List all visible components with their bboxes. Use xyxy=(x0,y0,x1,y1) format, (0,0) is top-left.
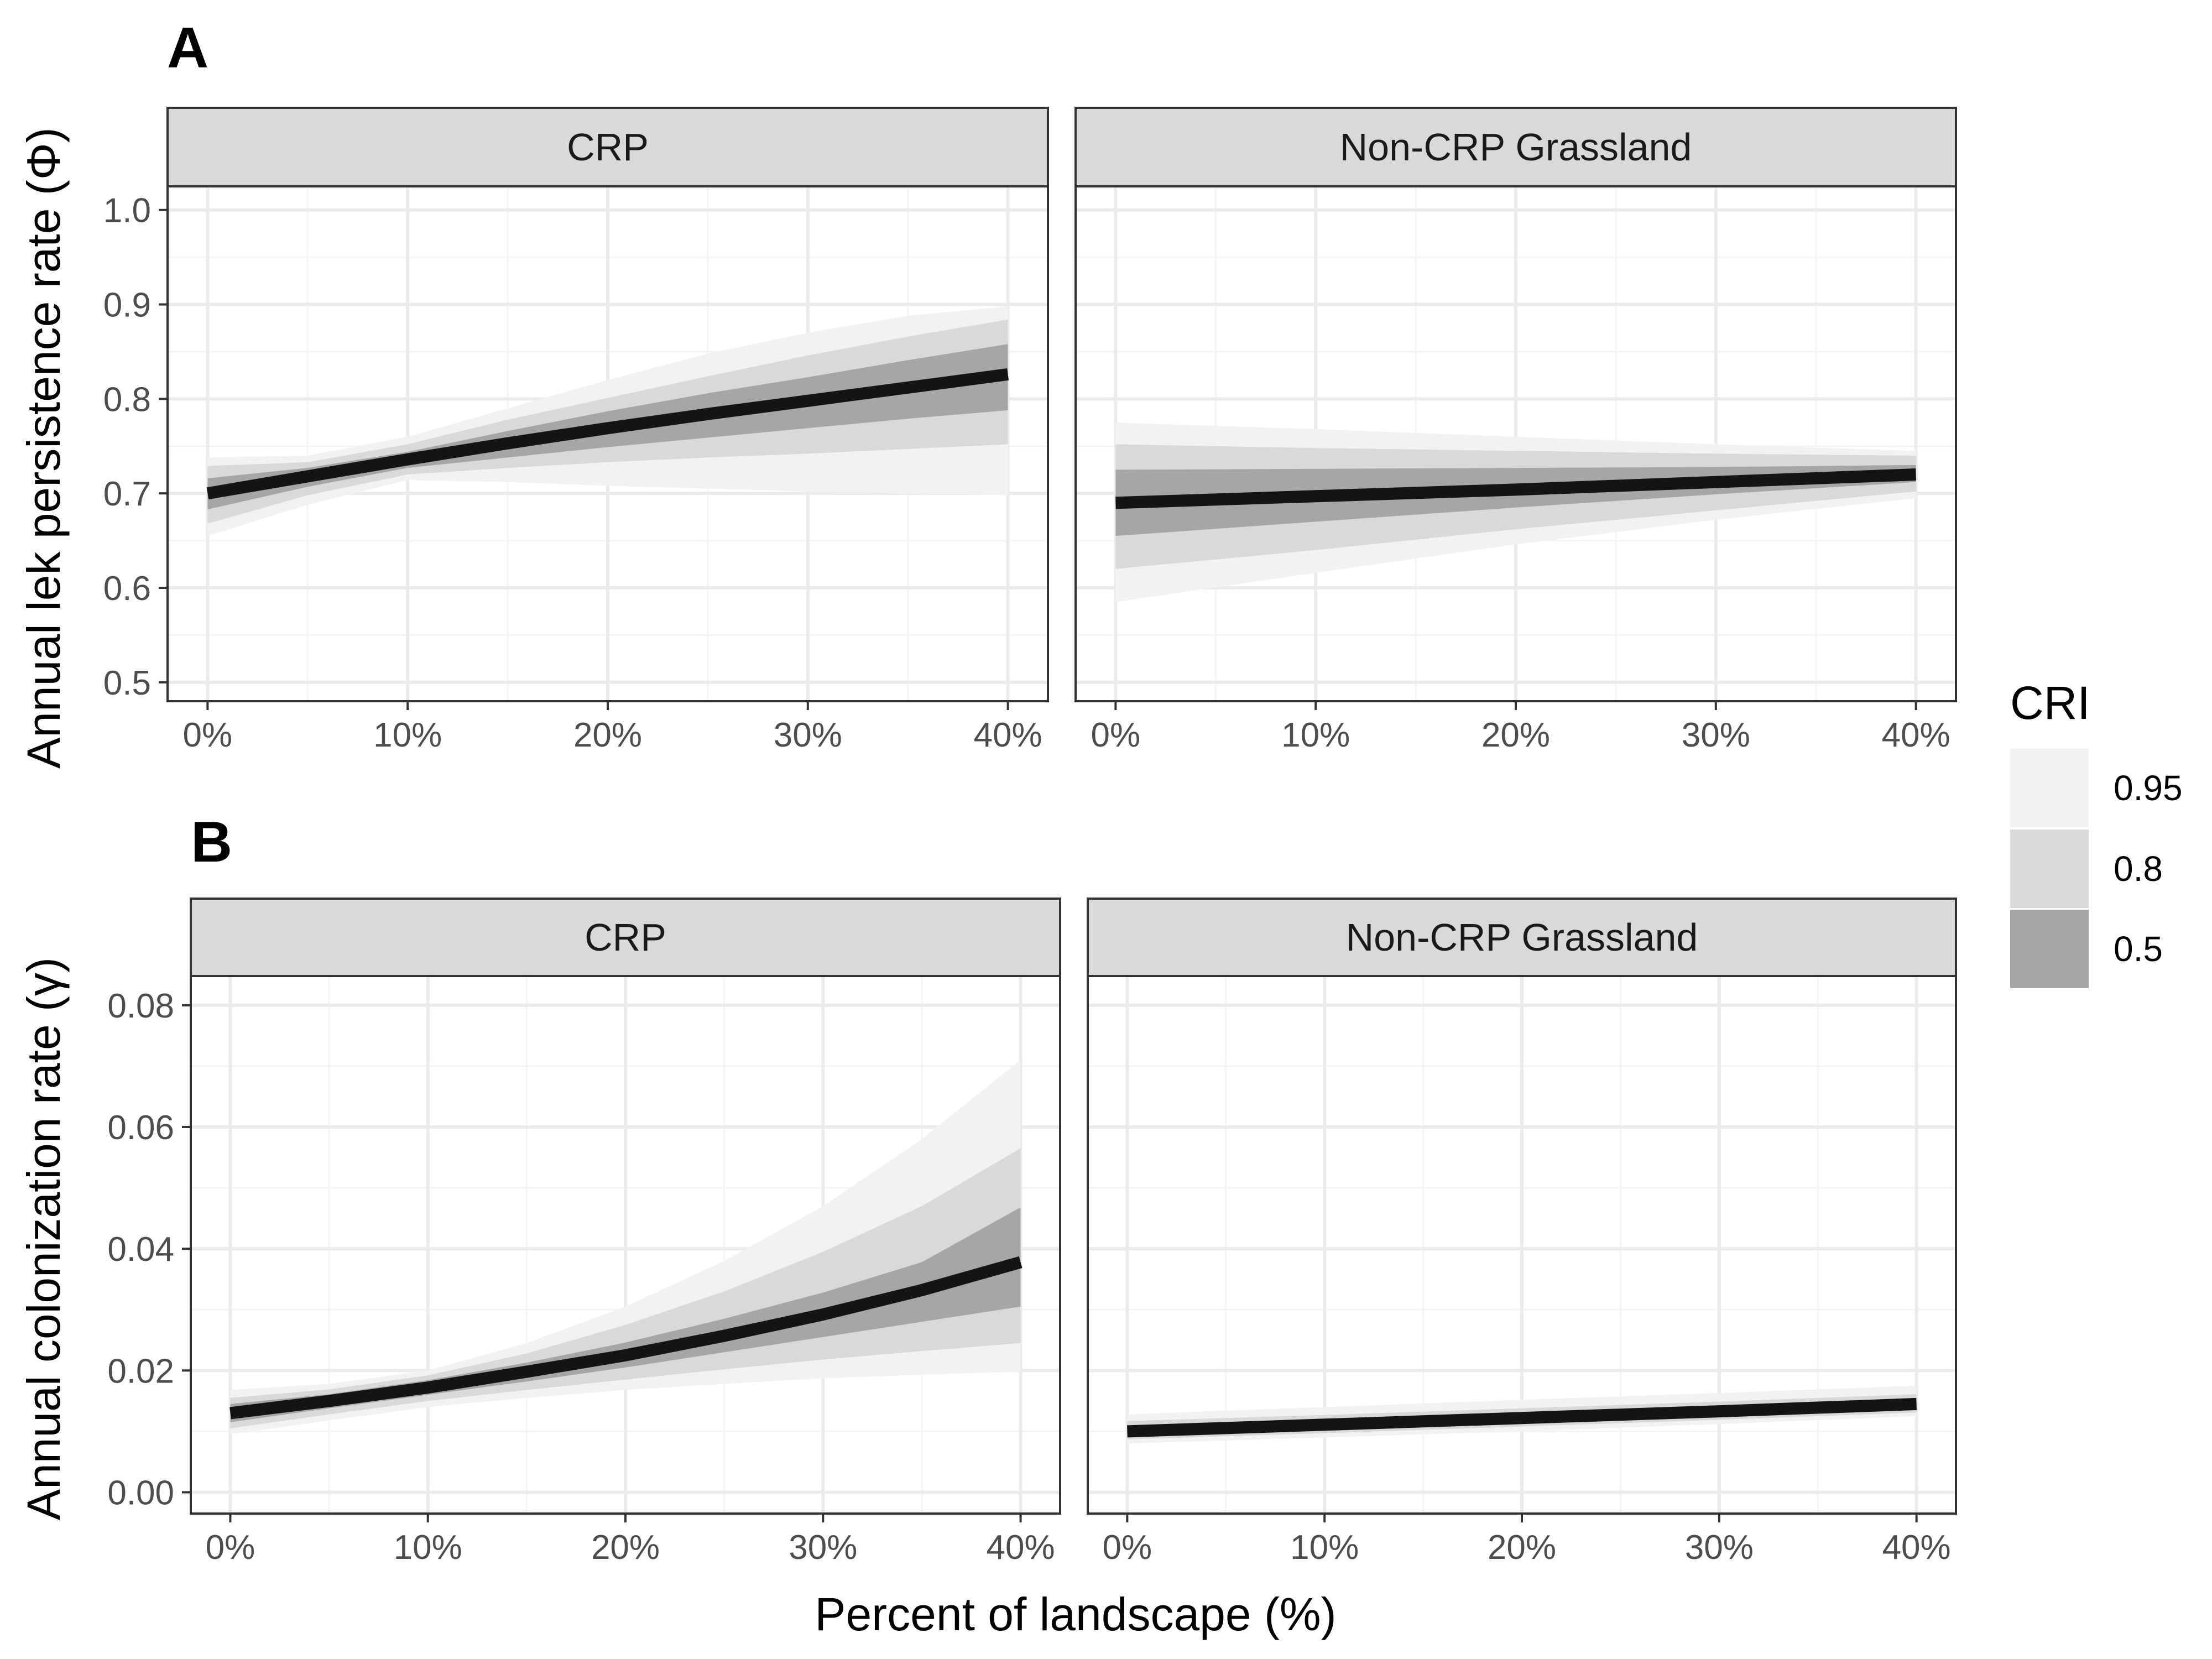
panel-b-tag: B xyxy=(191,810,232,874)
y-tick-label: 0.06 xyxy=(107,1109,174,1147)
y-tick-label: 0.08 xyxy=(107,987,174,1025)
facet-strip xyxy=(190,898,1061,977)
median-line-r1-f1 xyxy=(1127,1397,1917,1438)
x-tick-label: 0% xyxy=(1103,1528,1152,1567)
facet-strip-label: Non-CRP Grassland xyxy=(1340,126,1692,169)
panel-a-noncrp-facet: Non-CRP Grassland 0% 10% 20% 30% 40% xyxy=(1074,107,1957,754)
legend-label-08: 0.8 xyxy=(2114,849,2163,889)
x-tick-label: 10% xyxy=(1281,716,1350,754)
panel-b-y-axis-title: Annual colonization rate (γ) xyxy=(18,957,70,1520)
y-tick-label: 0.02 xyxy=(107,1352,174,1390)
x-tick-label: 10% xyxy=(373,716,442,754)
facet-strip-label: CRP xyxy=(585,916,666,959)
x-tick-label: 40% xyxy=(986,1528,1055,1567)
x-axis-title: Percent of landscape (%) xyxy=(815,1588,1336,1640)
median-line-r1-f0 xyxy=(229,1256,1022,1420)
cri-band-08-r1-f0 xyxy=(230,1148,1021,1428)
x-tick-label: 0% xyxy=(183,716,233,754)
x-tick-label: 30% xyxy=(789,1528,857,1567)
legend-title: CRI xyxy=(2010,677,2090,729)
facet-strip-label: Non-CRP Grassland xyxy=(1346,916,1698,959)
facet-strip xyxy=(166,107,1049,187)
x-tick-label: 30% xyxy=(1685,1528,1754,1567)
x-tick-label: 10% xyxy=(1290,1528,1359,1567)
x-tick-label: 20% xyxy=(1488,1528,1556,1567)
x-tick-label: 0% xyxy=(1091,716,1141,754)
y-tick-label: 0.8 xyxy=(103,380,151,419)
y-tick-label: 0.5 xyxy=(103,664,151,702)
median-line-r0-f1 xyxy=(1115,468,1917,509)
y-tick-label: 1.0 xyxy=(103,192,151,230)
legend-label-05: 0.5 xyxy=(2114,929,2163,969)
panel-b-noncrp-facet: Non-CRP Grassland 0% 10% 20% 30% 40% xyxy=(1087,898,1957,1567)
y-tick-label: 0.9 xyxy=(103,286,151,325)
y-tick-label: 0.00 xyxy=(107,1474,174,1512)
legend-key-05 xyxy=(2010,910,2089,988)
legend-label-095: 0.95 xyxy=(2114,768,2183,808)
panel-b-crp-facet: CRP 0% 10% 20% 30% 40% 0.00 0.02 0.04 0.06 0.08 xyxy=(107,898,1061,1567)
panel-a-y-axis-title: Annual lek persistence rate (Φ) xyxy=(18,127,70,769)
legend: CRI 0.95 0.8 0.5 xyxy=(2010,677,2183,988)
facet-strip-label: CRP xyxy=(567,126,649,169)
legend-key-095 xyxy=(2010,749,2089,827)
panel-a-crp-facet: CRP 0% 10% 20% 30% 40% 0.5 0.6 0.7 0.8 0.9 1.0 xyxy=(103,107,1049,754)
x-tick-label: 40% xyxy=(974,716,1042,754)
x-tick-label: 40% xyxy=(1882,716,1950,754)
y-tick-label: 0.04 xyxy=(107,1230,174,1269)
x-tick-label: 10% xyxy=(394,1528,462,1567)
y-tick-label: 0.7 xyxy=(103,475,151,513)
x-tick-label: 20% xyxy=(573,716,642,754)
facet-strip xyxy=(1074,107,1957,187)
x-tick-label: 20% xyxy=(591,1528,660,1567)
panel-a-tag: A xyxy=(167,16,208,80)
x-tick-label: 40% xyxy=(1882,1528,1951,1567)
x-tick-label: 30% xyxy=(774,716,842,754)
y-tick-label: 0.6 xyxy=(103,570,151,608)
facet-strip xyxy=(1087,898,1957,977)
legend-key-08 xyxy=(2010,830,2089,908)
x-tick-label: 0% xyxy=(206,1528,255,1567)
x-tick-label: 20% xyxy=(1481,716,1550,754)
x-tick-label: 30% xyxy=(1682,716,1750,754)
median-line-r0-f0 xyxy=(206,368,1009,500)
